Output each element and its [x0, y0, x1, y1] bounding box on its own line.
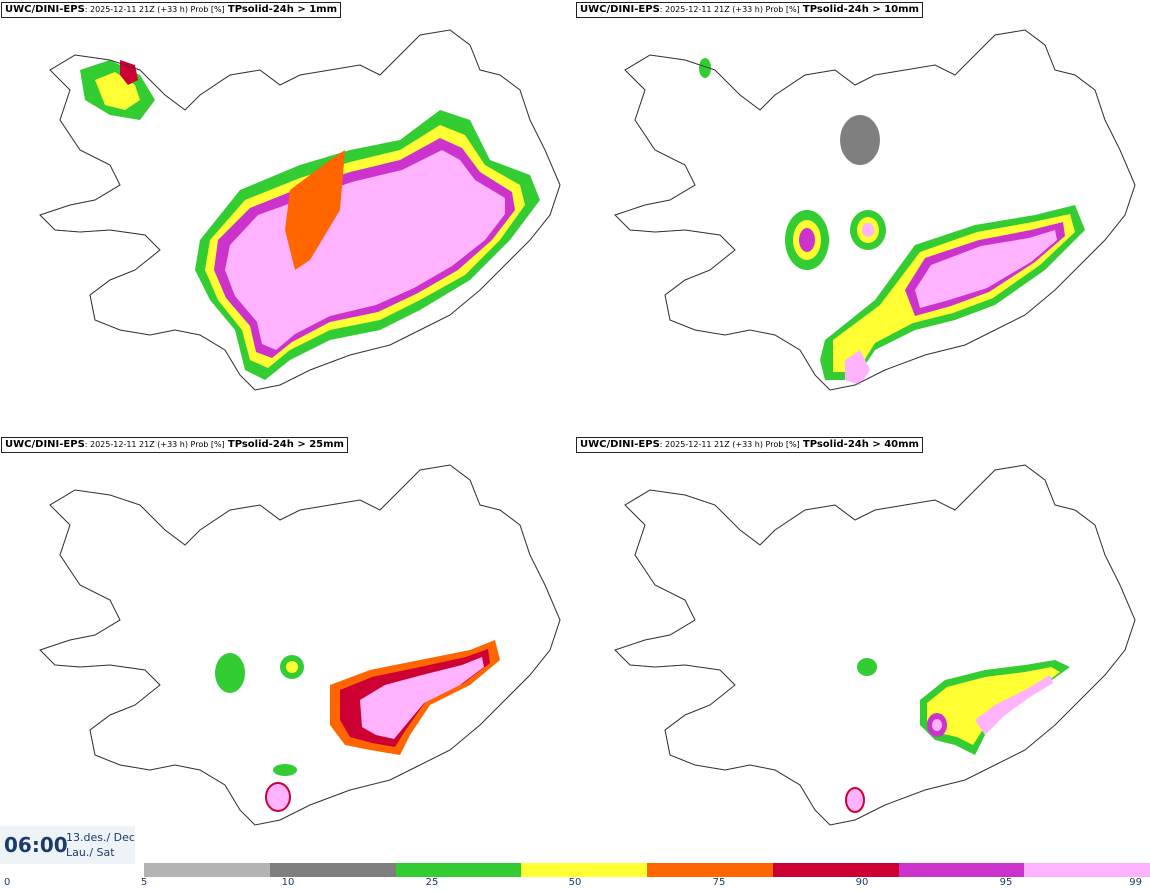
panel-title: UWC/DINI-EPS: 2025-12-11 21Z (+33 h) Pro…: [576, 2, 923, 18]
legend-color-segment: [144, 863, 270, 877]
legend-tick-label: 95: [999, 877, 1013, 888]
legend-tick-label: 90: [855, 877, 869, 888]
map-panel-40mm: UWC/DINI-EPS: 2025-12-11 21Z (+33 h) Pro…: [575, 435, 1150, 870]
legend-tick-label: 10: [281, 877, 295, 888]
valid-time: 06:00: [4, 833, 68, 857]
legend-color-segment: [898, 863, 1025, 877]
legend-ticks: 0 5 10 25 50 75 90 95 99: [0, 877, 1150, 891]
valid-date: 13.des./ Dec Lau./ Sat: [66, 830, 135, 860]
panel-title: UWC/DINI-EPS: 2025-12-11 21Z (+33 h) Pro…: [576, 437, 923, 453]
iceland-map: [614, 464, 1136, 826]
panel-title: UWC/DINI-EPS: 2025-12-11 21Z (+33 h) Pro…: [1, 2, 342, 18]
legend-tick-label: 25: [425, 877, 439, 888]
meta-label: : 2025-12-11 21Z (+33 h) Prob [%]: [84, 5, 225, 14]
model-label: UWC/DINI-EPS: [5, 439, 85, 450]
meta-label: : 2025-12-11 21Z (+33 h) Prob [%]: [659, 5, 800, 14]
legend-tick-label: 99: [1129, 877, 1142, 888]
iceland-map: [39, 29, 561, 391]
variable-label: TPsolid-24h > 40mm: [802, 439, 919, 450]
legend-tick-label: 0: [4, 877, 11, 888]
legend-color-segment: [772, 863, 899, 877]
legend-color-segment: [395, 863, 522, 877]
date-line-1: 13.des./ Dec: [66, 831, 135, 844]
model-label: UWC/DINI-EPS: [5, 4, 85, 15]
map-panel-1mm: UWC/DINI-EPS: 2025-12-11 21Z (+33 h) Pro…: [0, 0, 575, 435]
variable-label: TPsolid-24h > 25mm: [227, 439, 344, 450]
model-label: UWC/DINI-EPS: [580, 4, 660, 15]
valid-time-box: 06:00 13.des./ Dec Lau./ Sat: [0, 826, 135, 864]
meta-label: : 2025-12-11 21Z (+33 h) Prob [%]: [84, 440, 225, 449]
iceland-map: [614, 29, 1136, 391]
legend-tick-label: 75: [712, 877, 726, 888]
iceland-map: [39, 464, 561, 826]
variable-label: TPsolid-24h > 1mm: [227, 4, 338, 15]
panel-title: UWC/DINI-EPS: 2025-12-11 21Z (+33 h) Pro…: [1, 437, 348, 453]
legend-tick-label: 50: [568, 877, 582, 888]
legend-color-segment: [521, 863, 647, 877]
variable-label: TPsolid-24h > 10mm: [802, 4, 919, 15]
legend-color-segment: [1024, 863, 1150, 877]
legend-color-segment: [647, 863, 773, 877]
map-panel-25mm: UWC/DINI-EPS: 2025-12-11 21Z (+33 h) Pro…: [0, 435, 575, 870]
legend-color-segment: [269, 863, 396, 877]
legend-tick-label: 5: [140, 877, 148, 888]
model-label: UWC/DINI-EPS: [580, 439, 660, 450]
meta-label: : 2025-12-11 21Z (+33 h) Prob [%]: [659, 440, 800, 449]
date-line-2: Lau./ Sat: [66, 846, 115, 859]
color-legend: [144, 863, 1150, 877]
map-panel-10mm: UWC/DINI-EPS: 2025-12-11 21Z (+33 h) Pro…: [575, 0, 1150, 435]
